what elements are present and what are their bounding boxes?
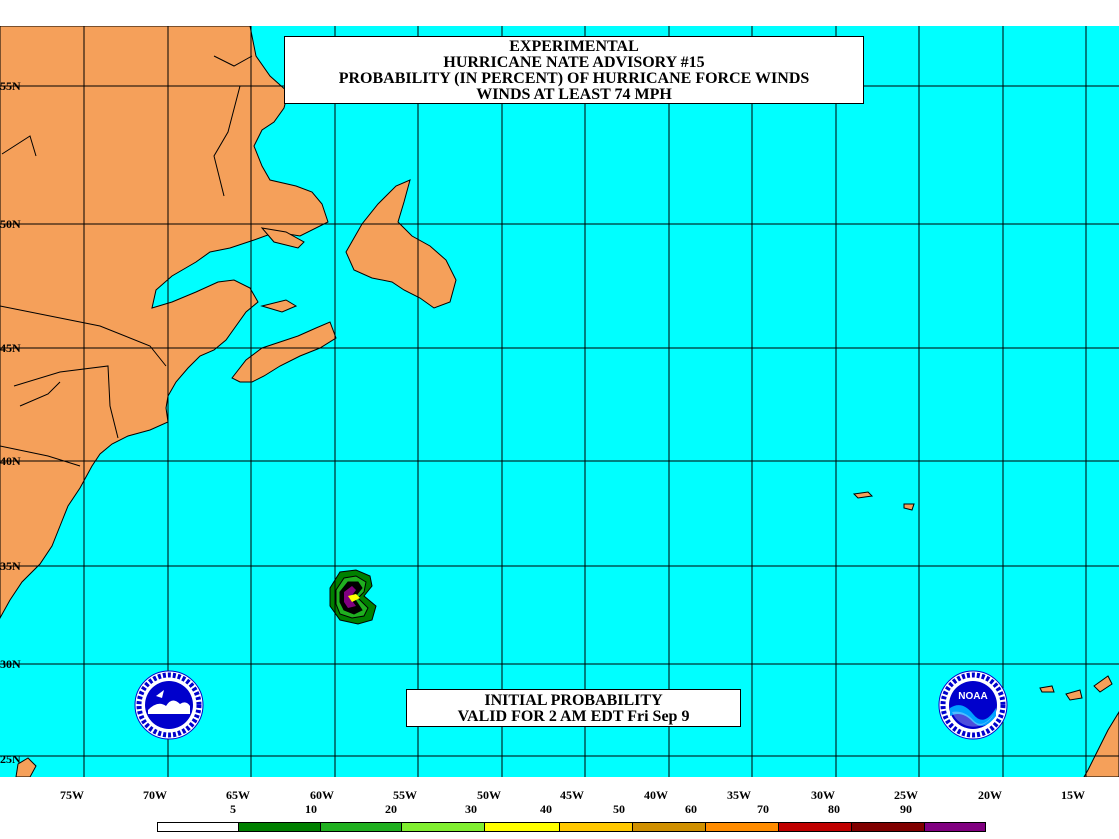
lon-label: 60W — [310, 788, 334, 802]
legend-swatch — [632, 823, 705, 831]
title-line-1: EXPERIMENTAL — [509, 38, 639, 55]
land-azores-2 — [903, 503, 915, 511]
land-canaries-2 — [1065, 689, 1083, 701]
legend-bar — [157, 822, 986, 832]
legend-label: 40 — [540, 802, 552, 816]
legend-swatch — [851, 823, 924, 831]
lon-label: 20W — [978, 788, 1002, 802]
land-azores-1 — [852, 491, 874, 499]
land-anticosti — [260, 227, 305, 249]
legend-label: 30 — [465, 802, 477, 816]
legend-swatch — [559, 823, 632, 831]
lat-label: 25N — [0, 752, 21, 766]
land — [0, 26, 1119, 777]
valid-box: INITIAL PROBABILITY VALID FOR 2 AM EDT F… — [406, 689, 741, 727]
prob-90 — [348, 594, 360, 602]
lon-label: 40W — [644, 788, 668, 802]
lat-label: 30N — [0, 657, 21, 671]
nws-logo — [134, 670, 204, 740]
legend-label: 60 — [685, 802, 697, 816]
land-canaries-3 — [1093, 675, 1113, 693]
land-north-america — [0, 26, 329, 620]
land-pei — [260, 299, 298, 313]
lat-label: 55N — [0, 79, 21, 93]
lon-label: 70W — [143, 788, 167, 802]
land-bahamas — [15, 757, 37, 777]
map — [0, 26, 1119, 777]
title-line-2: HURRICANE NATE ADVISORY #15 — [443, 54, 705, 71]
lon-label: 55W — [393, 788, 417, 802]
probability-area — [329, 569, 377, 625]
legend-label: 90 — [900, 802, 912, 816]
legend-label: 5 — [230, 802, 236, 816]
land-nova-scotia — [231, 321, 337, 383]
lon-label: 25W — [894, 788, 918, 802]
lat-label: 50N — [0, 217, 21, 231]
valid-line-1: INITIAL PROBABILITY — [484, 692, 663, 709]
lat-label: 35N — [0, 559, 21, 573]
legend-swatch — [401, 823, 484, 831]
lat-label: 40N — [0, 454, 21, 468]
legend-label: 10 — [305, 802, 317, 816]
borders — [0, 55, 253, 467]
legend-swatch — [484, 823, 559, 831]
land-newfoundland — [345, 179, 457, 309]
lon-label: 30W — [811, 788, 835, 802]
valid-line-2: VALID FOR 2 AM EDT Fri Sep 9 — [457, 708, 690, 725]
graticule — [0, 26, 1119, 777]
land-africa — [1083, 711, 1119, 777]
legend-swatch — [705, 823, 778, 831]
legend-swatch — [778, 823, 851, 831]
lon-label: 75W — [60, 788, 84, 802]
land-canaries-1 — [1039, 685, 1055, 693]
legend-label: 80 — [828, 802, 840, 816]
legend-label: 50 — [613, 802, 625, 816]
lat-label: 45N — [0, 341, 21, 355]
legend-swatch — [320, 823, 401, 831]
title-box: EXPERIMENTAL HURRICANE NATE ADVISORY #15… — [284, 36, 864, 104]
title-line-4: WINDS AT LEAST 74 MPH — [476, 86, 672, 103]
title-line-3: PROBABILITY (IN PERCENT) OF HURRICANE FO… — [338, 70, 810, 87]
noaa-logo: NOAA — [938, 670, 1008, 740]
lon-label: 65W — [226, 788, 250, 802]
lon-label: 15W — [1061, 788, 1085, 802]
lon-label: 35W — [727, 788, 751, 802]
legend-label: 20 — [385, 802, 397, 816]
noaa-logo-text: NOAA — [958, 691, 987, 702]
lon-label: 50W — [477, 788, 501, 802]
legend-swatch — [924, 823, 985, 831]
legend-swatch — [158, 823, 238, 831]
lon-label: 45W — [560, 788, 584, 802]
legend-swatch — [238, 823, 320, 831]
legend-label: 70 — [757, 802, 769, 816]
